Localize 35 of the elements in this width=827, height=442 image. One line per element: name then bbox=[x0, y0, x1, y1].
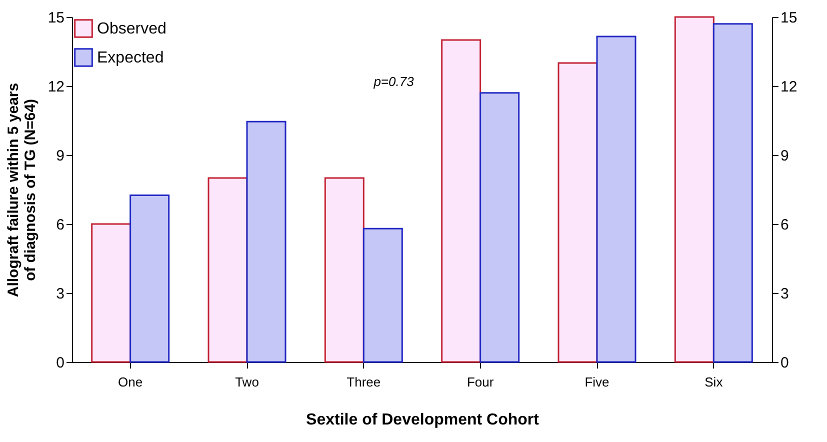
bar bbox=[480, 92, 520, 363]
bar bbox=[558, 62, 598, 363]
y2-tick-label: 12 bbox=[780, 78, 798, 96]
y2-tick-label: 9 bbox=[780, 148, 789, 164]
x-tick-label: Four bbox=[466, 374, 494, 390]
y-tick-label: 12 bbox=[48, 78, 64, 96]
y2-tick-label: 3 bbox=[780, 286, 789, 302]
x-tick-label: Six bbox=[704, 374, 724, 390]
y2-tick-label: 6 bbox=[780, 216, 789, 234]
y2-tick-label: 0 bbox=[780, 354, 789, 372]
x-axis-title: Sextile of Development Cohort bbox=[306, 412, 540, 428]
y2-tick-label: 15 bbox=[780, 10, 798, 26]
annotation: p=0.73 bbox=[372, 74, 415, 89]
bar bbox=[712, 23, 753, 363]
y-tick-label: 15 bbox=[48, 10, 64, 26]
bar bbox=[362, 228, 403, 363]
bar bbox=[208, 177, 248, 363]
y-tick-label: 6 bbox=[56, 216, 64, 234]
legend-label: Expected bbox=[97, 50, 164, 66]
x-tick-label: Two bbox=[235, 374, 259, 390]
x-tick-label: Five bbox=[584, 374, 610, 390]
bar bbox=[596, 36, 636, 363]
bar bbox=[246, 120, 286, 363]
y-axis-title: Allograft failure within 5 years of diagnosis of TG (N=64) bbox=[4, 82, 39, 298]
bar bbox=[674, 16, 714, 363]
legend-label: Observed bbox=[97, 20, 166, 38]
bar bbox=[324, 177, 364, 363]
y-tick-label: 9 bbox=[56, 148, 64, 164]
bar bbox=[441, 39, 482, 363]
bar bbox=[91, 223, 132, 363]
x-tick-label: Three bbox=[346, 374, 381, 390]
bar bbox=[130, 194, 170, 363]
y-tick-label: 3 bbox=[56, 286, 64, 302]
y-tick-label: 0 bbox=[56, 354, 64, 372]
x-tick-label: One bbox=[118, 374, 143, 390]
